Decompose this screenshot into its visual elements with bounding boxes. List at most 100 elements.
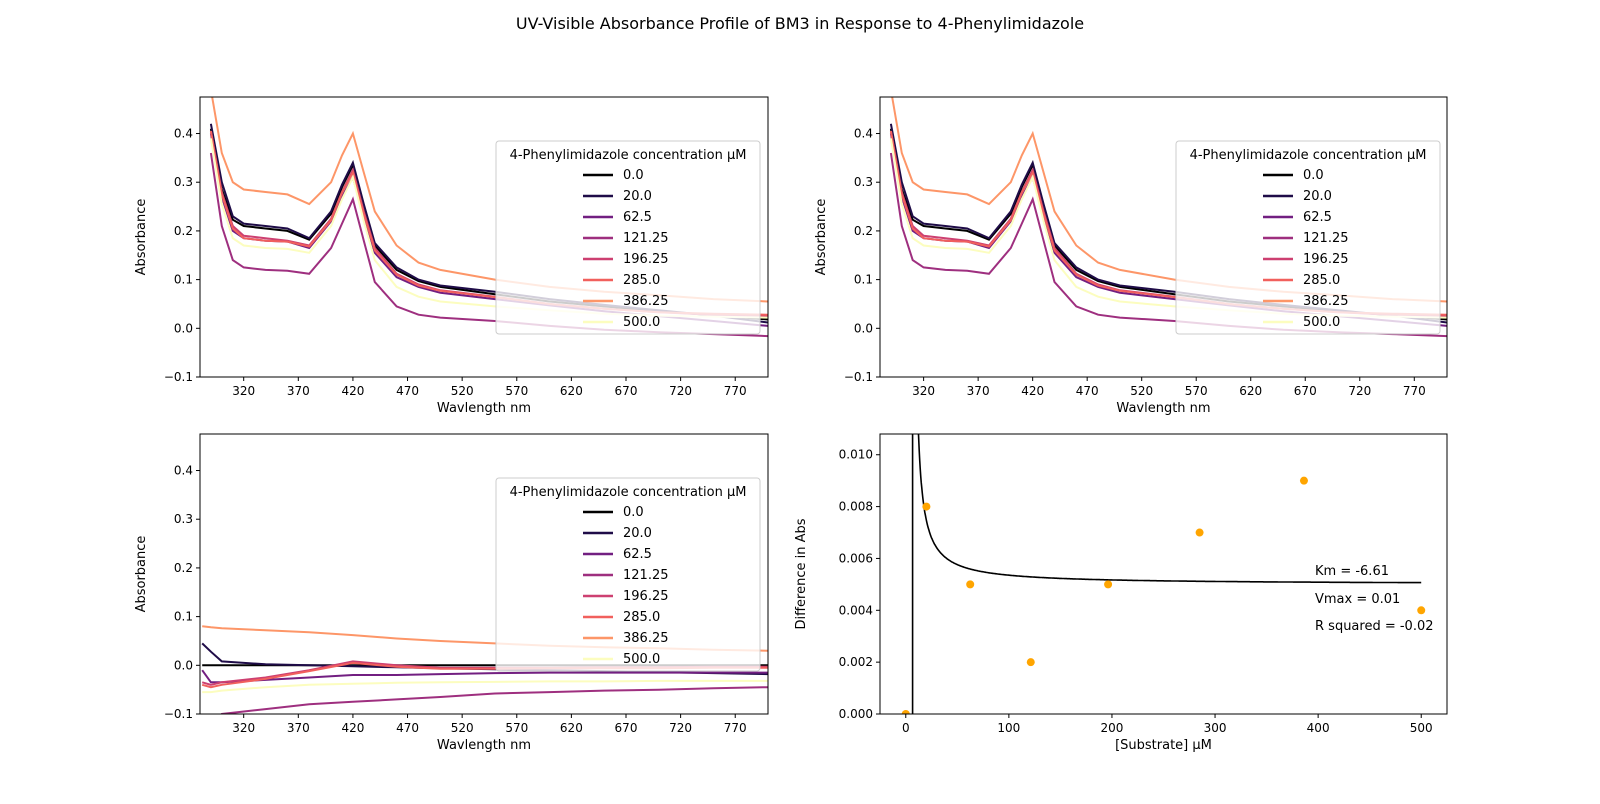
legend-entry: 285.0 bbox=[1303, 273, 1340, 288]
y-tick-label: 0.004 bbox=[839, 603, 873, 617]
x-tick-label: 570 bbox=[505, 384, 528, 398]
x-tick-label: 470 bbox=[396, 384, 419, 398]
y-tick-label: 0.4 bbox=[854, 127, 873, 141]
data-point bbox=[922, 502, 931, 511]
legend-box bbox=[495, 477, 761, 672]
x-tick-label: 0 bbox=[902, 721, 910, 735]
y-tick-label: 0.2 bbox=[174, 224, 193, 238]
legend-entry: 500.0 bbox=[1303, 315, 1340, 330]
series-line-121.25 bbox=[220, 686, 768, 714]
legend-entry: 62.5 bbox=[623, 210, 652, 225]
y-axis-label: Absorbance bbox=[134, 536, 149, 613]
x-tick-label: 470 bbox=[396, 721, 419, 735]
axes-frame bbox=[879, 433, 1448, 715]
legend-entry: 285.0 bbox=[623, 610, 660, 625]
legend-entry: 500.0 bbox=[623, 315, 660, 330]
x-tick-label: 670 bbox=[1294, 384, 1317, 398]
axes-frame bbox=[879, 96, 1448, 378]
x-tick-label: 370 bbox=[287, 384, 310, 398]
y-tick-label: 0.3 bbox=[174, 512, 193, 526]
legend: 4-Phenylimidazole concentration µM 0.0 20.… bbox=[495, 477, 761, 672]
legend-entry: 196.25 bbox=[1303, 252, 1349, 267]
data-point bbox=[1299, 476, 1308, 485]
data-point bbox=[1026, 658, 1035, 667]
x-tick-label: 770 bbox=[724, 721, 747, 735]
subplot-top-right: 320 370 420 470 520 570 620 670 720 770 −0.1 0.0 0.1… bbox=[814, 96, 1448, 416]
data-point bbox=[1104, 580, 1113, 589]
y-tick-label: 0.2 bbox=[854, 224, 873, 238]
subplot-bottom-left: 320 370 420 470 520 570 620 670 720 770 −0.1 0.0 0.1… bbox=[134, 433, 769, 753]
x-tick-label: 720 bbox=[669, 384, 692, 398]
annotation: Vmax = 0.01 bbox=[1315, 592, 1400, 607]
x-tick-label: 620 bbox=[560, 721, 583, 735]
y-tick-label: 0.0 bbox=[174, 321, 193, 335]
data-point bbox=[966, 580, 975, 589]
subplot-top-left: 320 370 420 470 520 570 620 670 720 770 −0.1 0.0 0.1… bbox=[134, 96, 769, 416]
y-tick-label: 0.1 bbox=[854, 273, 873, 287]
plot-area bbox=[901, 434, 1426, 714]
y-tick-label: −0.1 bbox=[164, 707, 193, 721]
fit-curve bbox=[917, 434, 1422, 584]
legend-box bbox=[495, 140, 761, 335]
y-axis-label: Absorbance bbox=[134, 199, 149, 276]
legend-entry: 62.5 bbox=[1303, 210, 1332, 225]
y-tick-label: 0.1 bbox=[174, 273, 193, 287]
legend-title: 4-Phenylimidazole concentration µM bbox=[510, 485, 747, 500]
x-tick-label: 620 bbox=[560, 384, 583, 398]
legend-entry: 20.0 bbox=[623, 189, 652, 204]
annotation: R squared = -0.02 bbox=[1315, 619, 1434, 634]
x-tick-label: 670 bbox=[615, 384, 638, 398]
y-tick-label: −0.1 bbox=[844, 370, 873, 384]
legend-entry: 386.25 bbox=[623, 631, 669, 646]
x-tick-label: 420 bbox=[341, 721, 364, 735]
y-axis-label: Difference in Abs bbox=[794, 518, 809, 629]
y-tick-label: −0.1 bbox=[164, 370, 193, 384]
legend-entry: 0.0 bbox=[623, 168, 644, 183]
series-line-500.0 bbox=[202, 679, 768, 694]
x-tick-label: 520 bbox=[1130, 384, 1153, 398]
x-tick-label: 100 bbox=[997, 721, 1020, 735]
x-tick-label: 520 bbox=[451, 384, 474, 398]
y-tick-label: 0.2 bbox=[174, 561, 193, 575]
y-tick-label: 0.0 bbox=[854, 321, 873, 335]
x-axis-label: Wavlength nm bbox=[437, 401, 531, 416]
x-tick-label: 500 bbox=[1410, 721, 1433, 735]
x-tick-label: 770 bbox=[1403, 384, 1426, 398]
y-tick-label: 0.0 bbox=[174, 658, 193, 672]
legend-entry: 0.0 bbox=[623, 505, 644, 520]
y-tick-label: 0.4 bbox=[174, 127, 193, 141]
x-tick-label: 420 bbox=[341, 384, 364, 398]
y-tick-label: 0.1 bbox=[174, 610, 193, 624]
x-tick-label: 320 bbox=[232, 384, 255, 398]
legend-entry: 20.0 bbox=[1303, 189, 1332, 204]
x-tick-label: 200 bbox=[1101, 721, 1124, 735]
legend-entry: 386.25 bbox=[1303, 294, 1349, 309]
x-axis-label: Wavlength nm bbox=[1116, 401, 1210, 416]
x-tick-label: 520 bbox=[451, 721, 474, 735]
legend-entry: 500.0 bbox=[623, 652, 660, 667]
x-tick-label: 720 bbox=[669, 721, 692, 735]
axes-frame bbox=[199, 96, 769, 378]
figure-title: UV-Visible Absorbance Profile of BM3 in … bbox=[515, 14, 1085, 33]
y-tick-label: 0.008 bbox=[839, 500, 873, 514]
y-tick-label: 0.006 bbox=[839, 551, 873, 565]
x-tick-label: 770 bbox=[724, 384, 747, 398]
legend-entry: 20.0 bbox=[623, 526, 652, 541]
x-tick-label: 570 bbox=[1185, 384, 1208, 398]
axes-frame bbox=[199, 433, 769, 715]
legend-title: 4-Phenylimidazole concentration µM bbox=[1190, 148, 1427, 163]
data-point bbox=[901, 710, 910, 714]
x-tick-label: 620 bbox=[1239, 384, 1262, 398]
plot-area bbox=[209, 97, 768, 338]
x-tick-label: 470 bbox=[1076, 384, 1099, 398]
y-axis-label: Absorbance bbox=[814, 199, 829, 276]
x-tick-label: 400 bbox=[1307, 721, 1330, 735]
data-point bbox=[1195, 528, 1204, 537]
legend-entry: 285.0 bbox=[623, 273, 660, 288]
x-tick-label: 420 bbox=[1021, 384, 1044, 398]
x-tick-label: 320 bbox=[912, 384, 935, 398]
legend-entry: 386.25 bbox=[623, 294, 669, 309]
x-axis-label: [Substrate] µM bbox=[1115, 738, 1212, 753]
legend-entry: 121.25 bbox=[623, 231, 669, 246]
